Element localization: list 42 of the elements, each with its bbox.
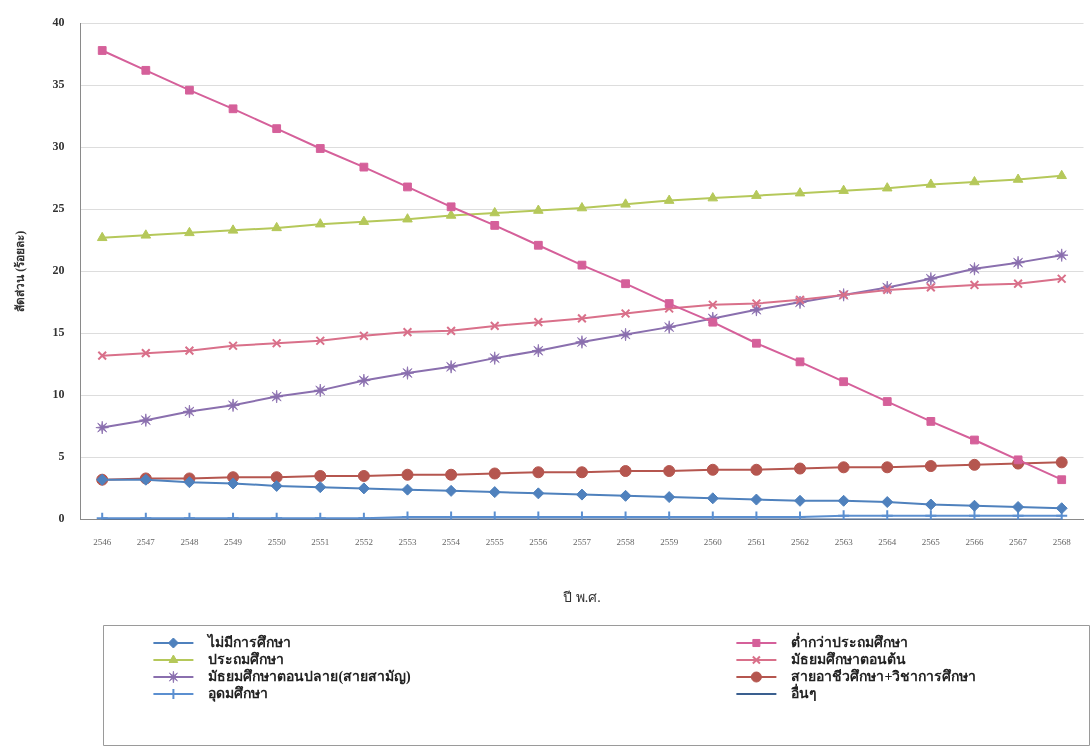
x-tick-label: 2562	[791, 537, 810, 548]
x-tick-label: 2566	[965, 537, 984, 548]
y-tick-label: 10	[52, 387, 65, 402]
x-axis-title: ปี พ.ศ.	[563, 590, 601, 606]
y-tick-label: 20	[52, 263, 65, 278]
legend-label: สายอาชีวศึกษา+วิชาการศึกษา	[791, 667, 977, 684]
y-tick-label: 25	[52, 201, 65, 216]
x-tick-label: 2546	[93, 537, 112, 548]
x-tick-label: 2559	[660, 537, 679, 548]
legend-label: ต่ำกว่าประถมศึกษา	[791, 631, 909, 650]
x-tick-label: 2554	[442, 537, 461, 548]
x-tick-label: 2563	[834, 537, 854, 548]
y-tick-label: 30	[52, 139, 65, 154]
x-tick-label: 2550	[267, 537, 287, 548]
x-tick-label: 2567	[1009, 537, 1028, 548]
legend-label: ประถมศึกษา	[208, 650, 285, 667]
x-tick-label: 2560	[703, 537, 723, 548]
y-tick-label: 40	[52, 15, 65, 30]
x-tick-label: 2552	[354, 537, 373, 548]
y-tick-label: 15	[52, 325, 65, 340]
x-tick-label: 2568	[1052, 537, 1072, 548]
x-tick-label: 2558	[616, 537, 636, 548]
x-tick-label: 2549	[224, 537, 243, 548]
x-tick-label: 2548	[180, 537, 199, 548]
legend-label: มัธยมศึกษาตอนปลาย(สายสามัญ)	[208, 667, 412, 685]
y-tick-label: 0	[58, 511, 65, 526]
x-tick-label: 2553	[398, 537, 417, 548]
x-tick-label: 2547	[136, 537, 156, 548]
x-tick-label: 2557	[572, 537, 592, 548]
x-tick-label: 2551	[311, 537, 330, 548]
legend-label: อื่นๆ	[791, 682, 818, 701]
legend-label: ไม่มีการศึกษา	[206, 632, 292, 650]
x-tick-label: 2564	[878, 537, 897, 548]
x-tick-label: 2555	[485, 537, 505, 548]
y-tick-label: 5	[58, 449, 65, 464]
x-tick-label: 2565	[921, 537, 941, 548]
legend-label: อุดมศึกษา	[208, 684, 269, 702]
x-tick-label: 2561	[747, 537, 766, 548]
legend-label: มัธยมศึกษาตอนต้น	[791, 650, 907, 667]
y-axis-title: สัดส่วน (ร้อยละ)	[13, 230, 28, 312]
y-tick-label: 35	[52, 77, 65, 92]
x-tick-label: 2556	[529, 537, 548, 548]
